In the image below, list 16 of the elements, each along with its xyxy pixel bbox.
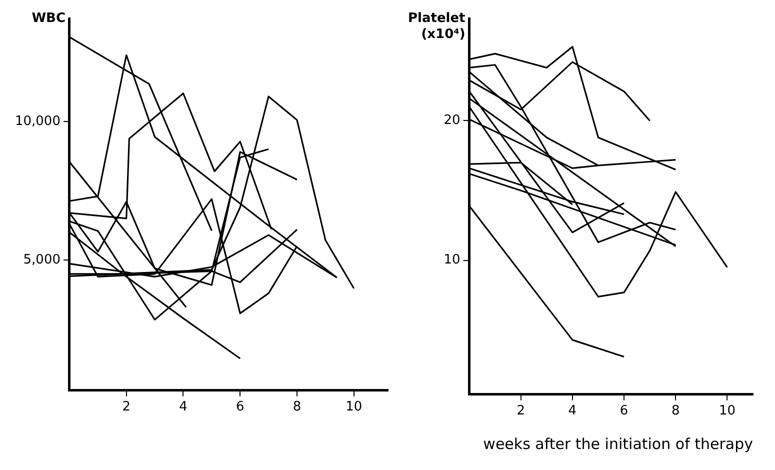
y-tick-label: 20 — [444, 113, 460, 128]
x-tick-label: 8 — [671, 404, 680, 419]
x-tick-label: 10 — [346, 400, 362, 415]
x-tick-label: 4 — [179, 400, 188, 415]
y-axis-title: WBC — [32, 10, 66, 26]
x-tick-label: 10 — [718, 404, 736, 419]
x-tick-label: 4 — [568, 404, 577, 419]
y-tick-label: 5,000 — [23, 252, 60, 268]
y-tick-label: 10,000 — [14, 114, 60, 129]
x-tick-label: 8 — [292, 400, 302, 415]
y-axis-title: Platelet (x10⁴) — [408, 10, 466, 42]
x-axis-title: weeks after the initiation of therapy — [483, 434, 754, 453]
x-tick-label: 6 — [620, 404, 628, 419]
x-tick-label: 2 — [516, 404, 525, 419]
x-tick-label: 2 — [122, 400, 131, 415]
x-tick-label: 6 — [236, 400, 244, 415]
